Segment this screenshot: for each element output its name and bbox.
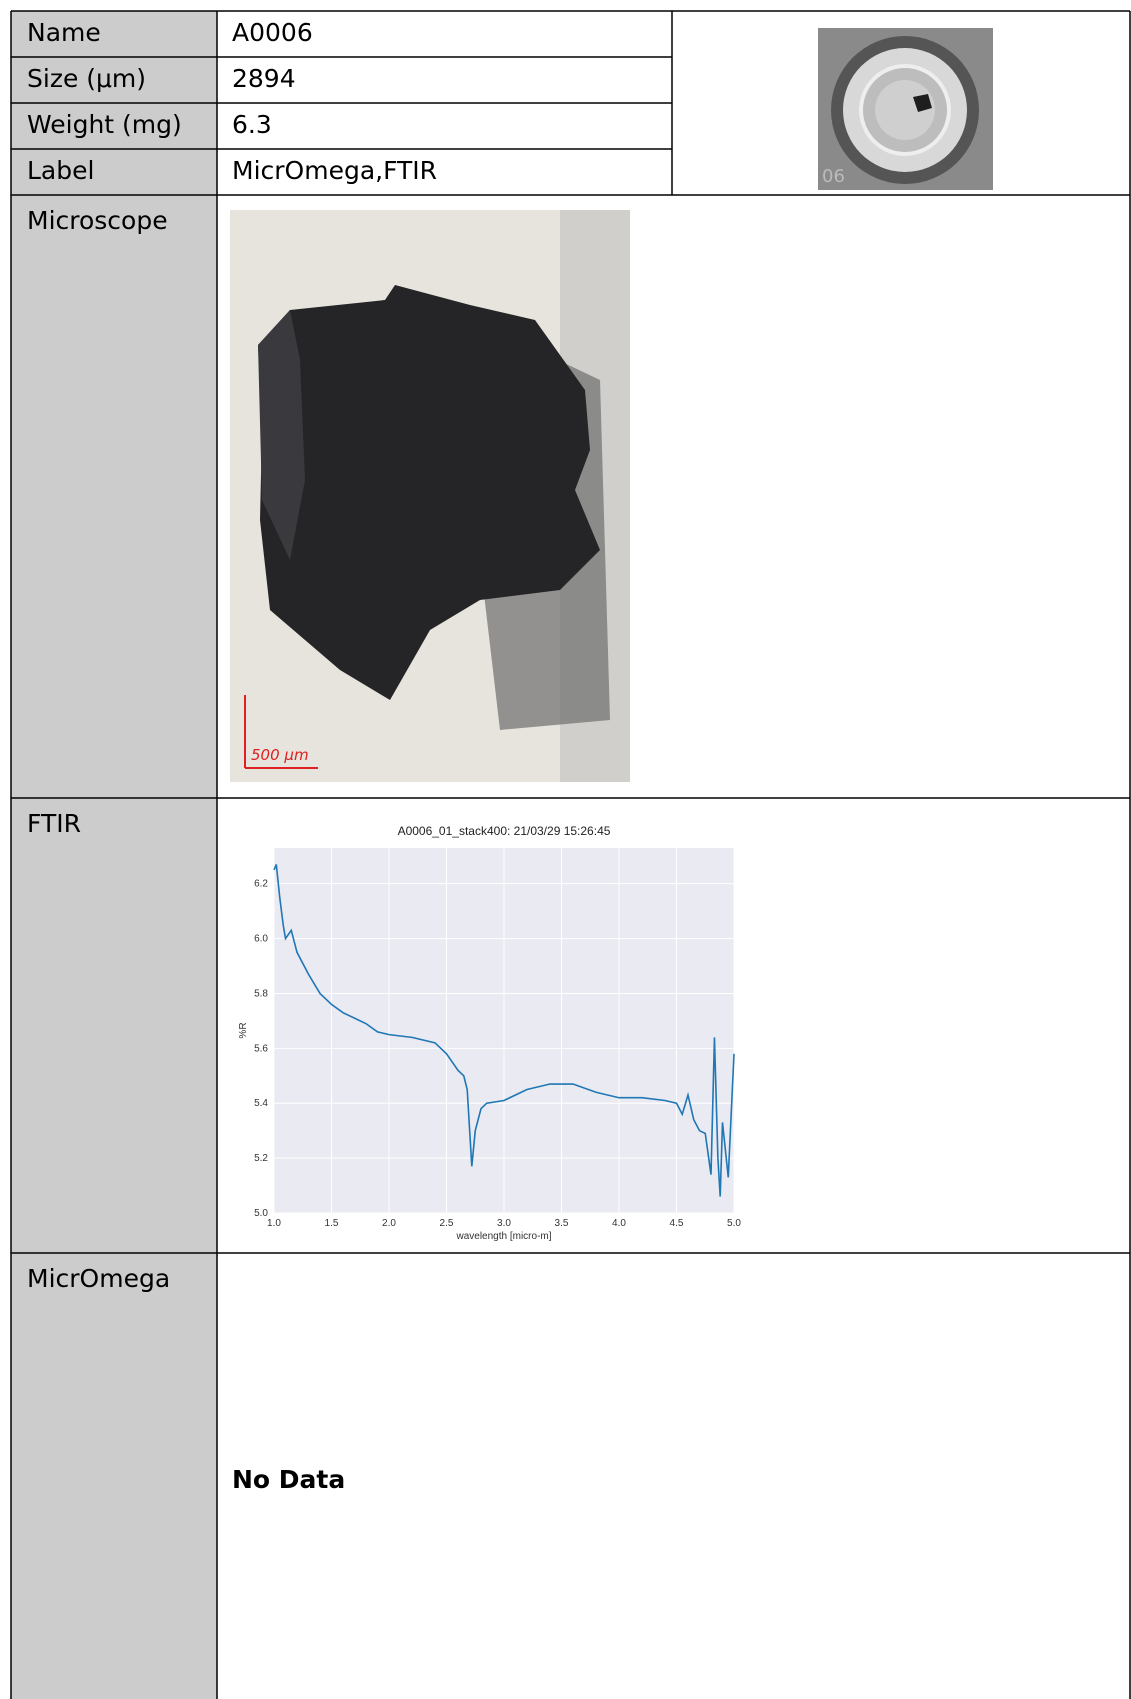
no-data: No Data (232, 1465, 345, 1494)
row-value: A0006 (232, 18, 313, 47)
x-tick-label: 2.0 (382, 1218, 396, 1229)
info-rows: Name A0006 Size (μm) 2894 Weight (mg) 6.3 Labe… (27, 18, 437, 185)
row-label: Microscope (27, 206, 168, 235)
x-tick-label: 3.5 (555, 1218, 569, 1229)
row-value: 6.3 (232, 110, 272, 139)
microscope-image: 500 μm (230, 210, 630, 782)
y-tick-label: 6.0 (254, 934, 268, 945)
row-label: Label (27, 156, 94, 185)
thumbnail-caption: 06 (822, 166, 845, 187)
x-tick-label: 2.5 (440, 1218, 454, 1229)
y-axis-label: %R (238, 1022, 249, 1038)
x-tick-label: 3.0 (497, 1218, 511, 1229)
scale-bar-label: 500 μm (251, 746, 309, 764)
x-tick-label: 4.0 (612, 1218, 626, 1229)
row-label: FTIR (27, 809, 81, 838)
y-tick-label: 5.2 (254, 1153, 268, 1164)
x-tick-label: 4.5 (670, 1218, 684, 1229)
row-label: Weight (mg) (27, 110, 182, 139)
thumbnail-image: 06 (818, 28, 993, 190)
y-tick-label: 5.8 (254, 988, 268, 999)
label-column (11, 11, 217, 1699)
table-borders (10, 10, 1131, 1699)
x-tick-label: 1.0 (267, 1218, 281, 1229)
row-label: MicrOmega (27, 1264, 170, 1293)
y-tick-label: 6.2 (254, 879, 268, 890)
x-tick-label: 1.5 (325, 1218, 339, 1229)
row-value: 2894 (232, 64, 296, 93)
row-label: Name (27, 18, 101, 47)
x-axis-label: wavelength [micro-m] (455, 1231, 551, 1242)
y-tick-label: 5.4 (254, 1098, 268, 1109)
ftir-chart: A0006_01_stack400: 21/03/29 15:26:45 1.0 1… (238, 824, 741, 1242)
row-label: Size (μm) (27, 64, 146, 93)
data-line (273, 864, 735, 1197)
y-tick-label: 5.6 (254, 1043, 268, 1054)
y-tick-label: 5.0 (254, 1208, 268, 1219)
x-tick-label: 5.0 (727, 1218, 741, 1229)
row-value: MicrOmega,FTIR (232, 156, 437, 185)
chart-title: A0006_01_stack400: 21/03/29 15:26:45 (398, 824, 611, 838)
